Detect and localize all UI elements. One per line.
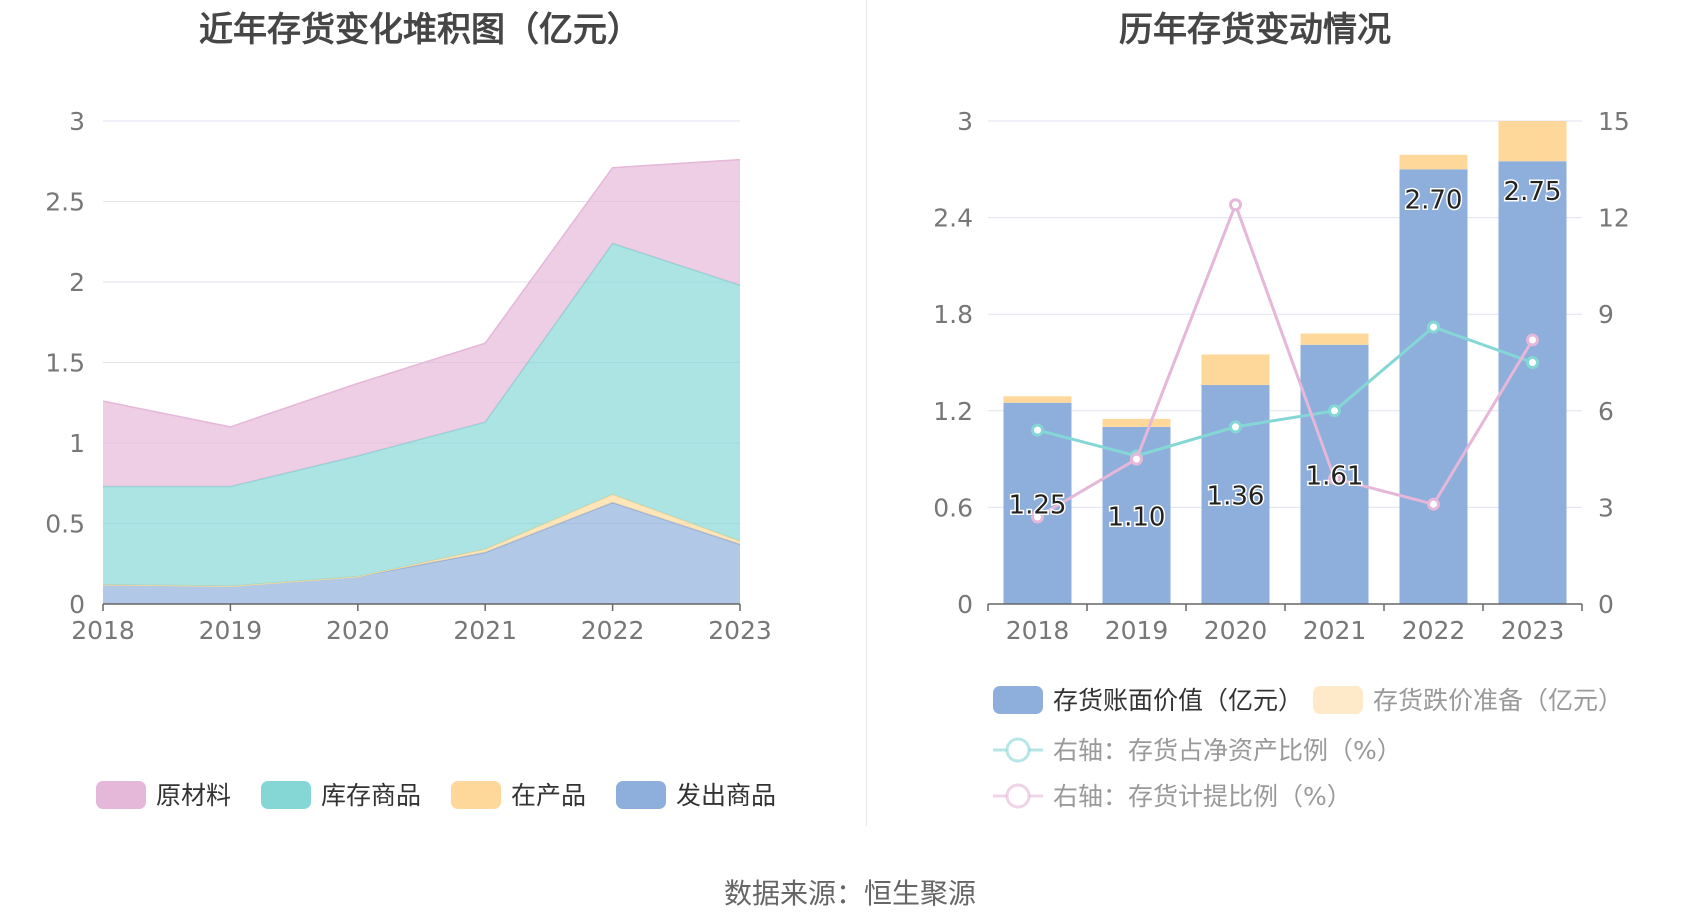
bar-存货跌价准备（亿元） — [1399, 154, 1468, 170]
left-y-tick-label: 0 — [69, 590, 85, 619]
right-chart-title: 历年存货变动情况 — [1119, 10, 1391, 50]
bar-value-label: 1.36 — [1207, 482, 1265, 512]
left-y-tick-label: 3 — [69, 107, 85, 136]
legend-swatch-原材料 — [96, 781, 146, 809]
bar-存货账面价值（亿元） — [1399, 169, 1468, 605]
left-chart-title: 近年存货变化堆积图（亿元） — [199, 10, 641, 50]
legend-marker-右轴：存货计提比例（%） — [1005, 783, 1031, 809]
line-point-右轴：存货占净资产比例（%） — [1031, 423, 1044, 437]
right-y2-tick-label: 6 — [1598, 397, 1614, 426]
bar-存货跌价准备（亿元） — [1498, 121, 1567, 162]
line-point-右轴：存货占净资产比例（%） — [1229, 420, 1242, 434]
left-x-tick-label: 2023 — [708, 616, 772, 645]
bar-存货跌价准备（亿元） — [1300, 333, 1369, 345]
right-left-y-tick-label: 0.6 — [933, 493, 973, 522]
source-note: 数据来源：恒生聚源 — [723, 877, 976, 910]
left-x-tick-label: 2021 — [453, 616, 517, 645]
line-point-右轴：存货计提比例（%） — [1427, 497, 1440, 511]
legend-label: 存货账面价值（亿元） — [1053, 686, 1303, 715]
legend-swatch-存货跌价准备（亿元） — [1313, 686, 1363, 714]
right-x-tick-label: 2020 — [1204, 616, 1268, 645]
right-y2-tick-label: 3 — [1598, 493, 1614, 522]
right-y2-tick-label: 15 — [1598, 107, 1630, 136]
area-原材料 — [103, 159, 740, 487]
bar-存货跌价准备（亿元） — [1003, 396, 1072, 403]
legend-label: 在产品 — [511, 781, 586, 810]
left-y-tick-label: 1.5 — [45, 349, 85, 378]
bar-value-label: 1.10 — [1108, 502, 1166, 532]
right-left-y-tick-label: 0 — [957, 590, 973, 619]
line-point-右轴：存货占净资产比例（%） — [1328, 404, 1341, 418]
right-y2-tick-label: 12 — [1598, 204, 1630, 233]
right-x-tick-label: 2022 — [1402, 616, 1466, 645]
right-left-y-tick-label: 1.8 — [933, 300, 973, 329]
bar-value-label: 2.70 — [1405, 185, 1463, 215]
bar-存货跌价准备（亿元） — [1201, 354, 1270, 386]
right-left-y-tick-label: 3 — [957, 107, 973, 136]
legend-label: 右轴：存货计提比例（%） — [1053, 782, 1352, 811]
right-y2-tick-label: 9 — [1598, 300, 1614, 329]
bar-value-label: 1.25 — [1009, 490, 1067, 520]
right-x-tick-label: 2019 — [1105, 616, 1169, 645]
left-x-tick-label: 2022 — [581, 616, 645, 645]
left-y-tick-label: 2.5 — [45, 188, 85, 217]
right-x-tick-label: 2023 — [1501, 616, 1565, 645]
line-point-右轴：存货计提比例（%） — [1031, 510, 1044, 524]
line-point-右轴：存货计提比例（%） — [1328, 471, 1341, 485]
bar-存货跌价准备（亿元） — [1102, 418, 1171, 427]
right-y2-tick-label: 0 — [1598, 590, 1614, 619]
legend-label: 库存商品 — [321, 781, 421, 810]
legend-label: 发出商品 — [676, 781, 776, 810]
bar-存货账面价值（亿元） — [1498, 161, 1567, 604]
area-edge-原材料 — [102, 158, 741, 428]
right-left-y-tick-label: 2.4 — [933, 204, 973, 233]
area-发出商品 — [103, 502, 740, 604]
legend-swatch-存货账面价值（亿元） — [993, 686, 1043, 714]
right-x-tick-label: 2021 — [1303, 616, 1367, 645]
area-库存商品 — [103, 243, 740, 587]
bar-value-label: 1.61 — [1306, 461, 1364, 491]
legend-swatch-库存商品 — [261, 781, 311, 809]
bar-value-label: 2.75 — [1504, 177, 1562, 207]
legend-label: 右轴：存货占净资产比例（%） — [1053, 736, 1402, 765]
left-y-tick-label: 2 — [69, 268, 85, 297]
legend-swatch-在产品 — [451, 781, 501, 809]
line-point-右轴：存货计提比例（%） — [1229, 198, 1242, 212]
right-left-y-tick-label: 1.2 — [933, 397, 973, 426]
chart-divider — [866, 0, 867, 826]
right-x-tick-label: 2018 — [1006, 616, 1070, 645]
legend-swatch-发出商品 — [616, 781, 666, 809]
legend-label: 原材料 — [156, 781, 231, 810]
line-右轴：存货占净资产比例（%） — [1037, 325, 1534, 458]
line-point-右轴：存货计提比例（%） — [1130, 452, 1143, 466]
line-point-右轴：存货占净资产比例（%） — [1427, 320, 1440, 334]
left-x-tick-label: 2019 — [199, 616, 263, 645]
line-point-右轴：存货占净资产比例（%） — [1526, 356, 1539, 369]
legend-label: 存货跌价准备（亿元） — [1373, 686, 1623, 715]
line-右轴：存货计提比例（%） — [1036, 200, 1534, 519]
left-y-tick-label: 0.5 — [45, 510, 85, 539]
line-point-右轴：存货计提比例（%） — [1526, 333, 1539, 347]
left-y-tick-label: 1 — [69, 429, 85, 458]
left-x-tick-label: 2020 — [326, 616, 390, 645]
legend-marker-右轴：存货占净资产比例（%） — [1005, 737, 1031, 763]
left-x-tick-label: 2018 — [71, 616, 135, 645]
